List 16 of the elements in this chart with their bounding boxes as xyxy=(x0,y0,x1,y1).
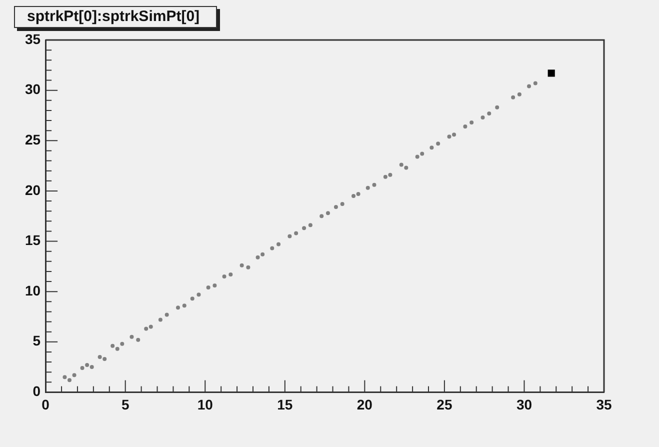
x-tick-label: 15 xyxy=(277,396,293,412)
y-tick-label: 0 xyxy=(32,383,41,400)
x-tick-label: 25 xyxy=(436,396,452,412)
y-tick-label: 25 xyxy=(24,131,41,148)
y-tick-label: 35 xyxy=(24,30,41,47)
x-tick-label: 35 xyxy=(596,396,612,412)
y-tick-label: 10 xyxy=(24,282,41,298)
y-tick-label: 15 xyxy=(24,232,41,248)
x-tick-label: 10 xyxy=(197,396,214,412)
chart-title: sptrkPt[0]:sptrkSimPt[0] xyxy=(14,6,217,28)
y-tick-label: 5 xyxy=(32,332,41,349)
x-tick-label: 5 xyxy=(121,396,130,412)
y-tick-label: 30 xyxy=(24,81,41,98)
y-tick-label: 20 xyxy=(24,182,41,198)
x-tick-label: 30 xyxy=(516,396,532,412)
x-tick-label: 20 xyxy=(356,396,373,412)
